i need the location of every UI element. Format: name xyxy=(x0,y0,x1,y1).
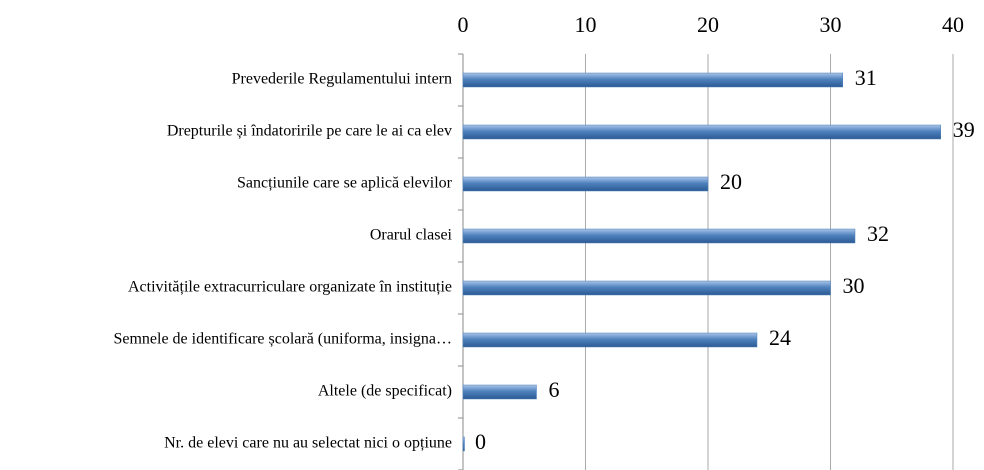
x-tick-label: 40 xyxy=(942,12,964,37)
data-label: 0 xyxy=(475,429,486,454)
category-label: Semnele de identificare școlară (uniform… xyxy=(113,331,452,348)
x-tick-label: 30 xyxy=(820,12,842,37)
category-label: Nr. de elevi care nu au selectat nici o … xyxy=(164,435,452,452)
category-label: Sancțiunile care se aplică elevilor xyxy=(237,175,453,192)
data-label: 32 xyxy=(867,221,889,246)
bar xyxy=(462,228,856,244)
bar xyxy=(462,436,465,452)
category-label: Drepturile și îndatoririle pe care le ai… xyxy=(167,123,452,140)
bar xyxy=(462,332,758,348)
data-label: 39 xyxy=(953,117,975,142)
x-tick-label: 20 xyxy=(697,12,719,37)
bar xyxy=(462,176,709,192)
category-label: Orarul clasei xyxy=(370,227,453,244)
category-label: Activitățile extracurriculare organizate… xyxy=(128,279,452,296)
bar xyxy=(462,384,537,400)
data-label: 30 xyxy=(843,273,865,298)
bar xyxy=(462,280,831,296)
bar xyxy=(462,124,941,140)
data-label: 31 xyxy=(855,65,877,90)
data-label: 24 xyxy=(769,325,791,350)
data-label: 6 xyxy=(549,377,560,402)
x-tick-label: 10 xyxy=(575,12,597,37)
x-tick-label: 0 xyxy=(458,12,469,37)
category-label: Prevederile Regulamentului intern xyxy=(232,71,452,88)
category-label: Altele (de specificat) xyxy=(318,383,452,400)
data-label: 20 xyxy=(720,169,742,194)
bar xyxy=(462,72,843,88)
